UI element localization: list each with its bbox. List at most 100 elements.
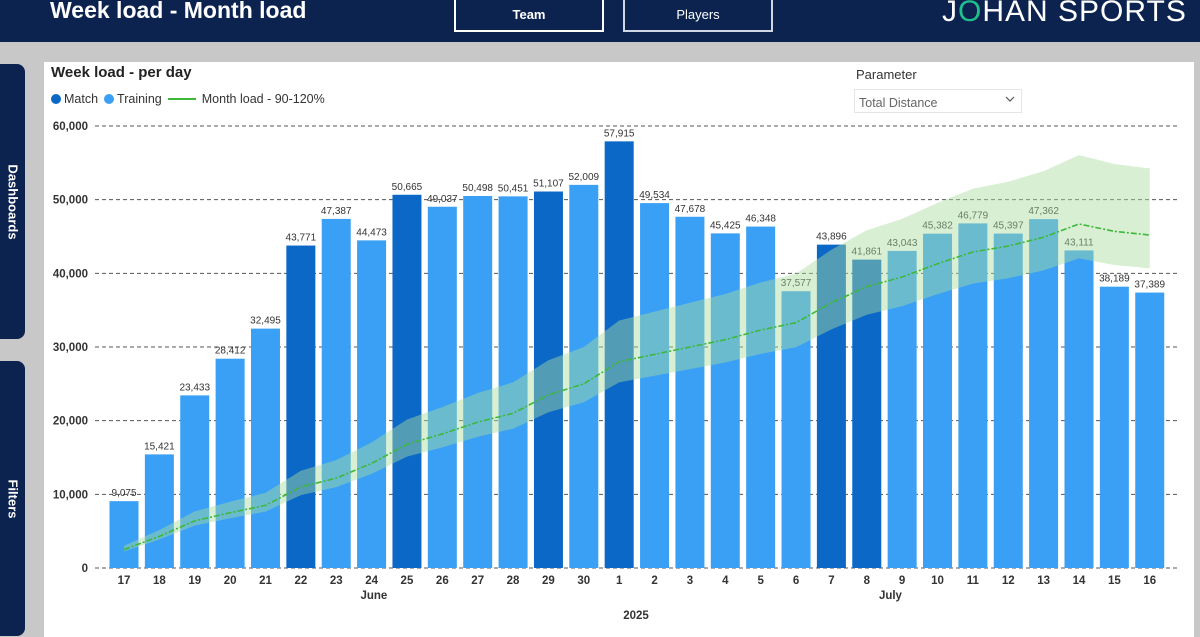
bar-value-label: 50,451 [498, 183, 529, 194]
legend-training[interactable]: Training [104, 92, 162, 106]
parameter-selected-value: Total Distance [859, 96, 938, 110]
bar-value-label: 23,433 [179, 382, 210, 393]
chart-legend: Match Training Month load - 90-120% [51, 92, 331, 106]
x-tick-label: 15 [1108, 575, 1121, 587]
month-label-july: July [879, 590, 903, 602]
bar-value-label: 47,362 [1028, 206, 1059, 217]
training-bar [640, 203, 670, 568]
match-dot-icon [51, 94, 61, 104]
match-bar [286, 245, 316, 568]
page-title: Week load - Month load [50, 0, 307, 23]
y-tick-label: 50,000 [53, 195, 88, 207]
bar-value-label: 57,915 [604, 128, 635, 139]
training-bar [746, 226, 776, 568]
bar-value-label: 41,861 [851, 247, 882, 258]
training-bar [180, 395, 210, 568]
bar-value-label: 45,397 [993, 221, 1024, 232]
y-tick-label: 30,000 [53, 342, 88, 354]
x-tick-label: 20 [224, 575, 237, 587]
x-tick-label: 7 [828, 575, 834, 587]
x-tick-label: 30 [577, 575, 590, 587]
bar-value-label: 49,037 [427, 194, 458, 205]
chevron-down-icon [1005, 96, 1015, 102]
training-bar [958, 223, 988, 568]
y-tick-label: 10,000 [53, 489, 88, 501]
filters-side-tab[interactable]: Filters [0, 361, 25, 636]
top-bar [0, 0, 1200, 42]
training-bar [923, 233, 953, 569]
bar-value-label: 37,577 [781, 278, 812, 289]
bar-value-label: 15,421 [144, 441, 175, 452]
x-tick-label: 8 [864, 575, 871, 587]
training-bar [1029, 219, 1059, 569]
bar-value-label: 52,009 [569, 172, 600, 183]
bar-value-label: 43,771 [286, 233, 317, 244]
training-bar [498, 196, 528, 568]
training-bar [569, 184, 599, 568]
x-tick-label: 9 [899, 575, 905, 587]
legend-month-load-label: Month load - 90-120% [201, 92, 325, 106]
x-tick-label: 27 [471, 575, 484, 587]
bar-value-label: 47,678 [675, 204, 706, 215]
x-tick-label: 19 [188, 575, 201, 587]
match-bar [604, 141, 634, 568]
training-bar [109, 501, 139, 568]
match-bar [852, 259, 882, 568]
x-tick-label: 26 [436, 575, 449, 587]
bar-value-label: 43,896 [816, 232, 847, 243]
training-bar [781, 291, 811, 568]
training-bar [427, 206, 457, 568]
parameter-dropdown[interactable]: Total Distance [854, 89, 1022, 113]
y-tick-label: 20,000 [53, 416, 88, 428]
x-tick-label: 12 [1002, 575, 1015, 587]
bar-value-label: 28,412 [215, 346, 246, 357]
bar-value-label: 44,473 [356, 227, 387, 238]
training-bar [1135, 292, 1165, 568]
training-bar [993, 233, 1023, 568]
month-load-line [123, 223, 1150, 551]
bar-value-label: 45,425 [710, 220, 741, 231]
training-bar [250, 328, 280, 568]
training-bar [675, 216, 705, 568]
bar-value-label: 43,111 [1064, 237, 1094, 248]
bar-value-label: 38,189 [1099, 274, 1130, 285]
chart-title: Week load - per day [51, 64, 192, 81]
x-tick-label: 25 [401, 575, 414, 587]
tab-team[interactable]: Team [454, 0, 604, 32]
legend-training-label: Training [117, 92, 162, 106]
year-label: 2025 [623, 610, 649, 622]
training-bar [710, 233, 740, 568]
x-tick-label: 2 [651, 575, 657, 587]
x-tick-label: 14 [1073, 575, 1086, 587]
x-tick-label: 22 [294, 575, 307, 587]
x-tick-label: 17 [118, 575, 131, 587]
training-bar [321, 218, 351, 568]
bar-value-label: 37,389 [1134, 280, 1165, 291]
dashboards-side-tab[interactable]: Dashboards [0, 64, 25, 339]
x-tick-label: 16 [1143, 575, 1156, 587]
x-tick-label: 28 [507, 575, 520, 587]
bar-value-label: 50,665 [392, 182, 423, 193]
x-tick-label: 1 [616, 575, 623, 587]
bar-value-label: 46,348 [745, 214, 776, 225]
legend-match[interactable]: Match [51, 92, 98, 106]
match-bar [392, 194, 422, 569]
legend-month-load[interactable]: Month load - 90-120% [167, 92, 325, 106]
x-tick-label: 5 [757, 575, 764, 587]
x-tick-label: 4 [722, 575, 729, 587]
bar-value-label: 50,498 [462, 183, 493, 194]
y-tick-label: 0 [82, 563, 88, 575]
legend-match-label: Match [64, 92, 99, 106]
x-tick-label: 3 [687, 575, 693, 587]
bar-value-label: 45,382 [922, 221, 953, 232]
match-bar [533, 191, 563, 568]
training-dot-icon [104, 94, 115, 104]
x-tick-label: 24 [365, 575, 378, 587]
x-tick-label: 10 [931, 575, 944, 587]
johan-sports-logo: JOHAN SPORTS [942, 0, 1187, 28]
training-bar [215, 358, 245, 568]
tab-players[interactable]: Players [623, 0, 773, 32]
line-swatch-icon [167, 98, 196, 100]
x-tick-label: 23 [330, 575, 343, 587]
